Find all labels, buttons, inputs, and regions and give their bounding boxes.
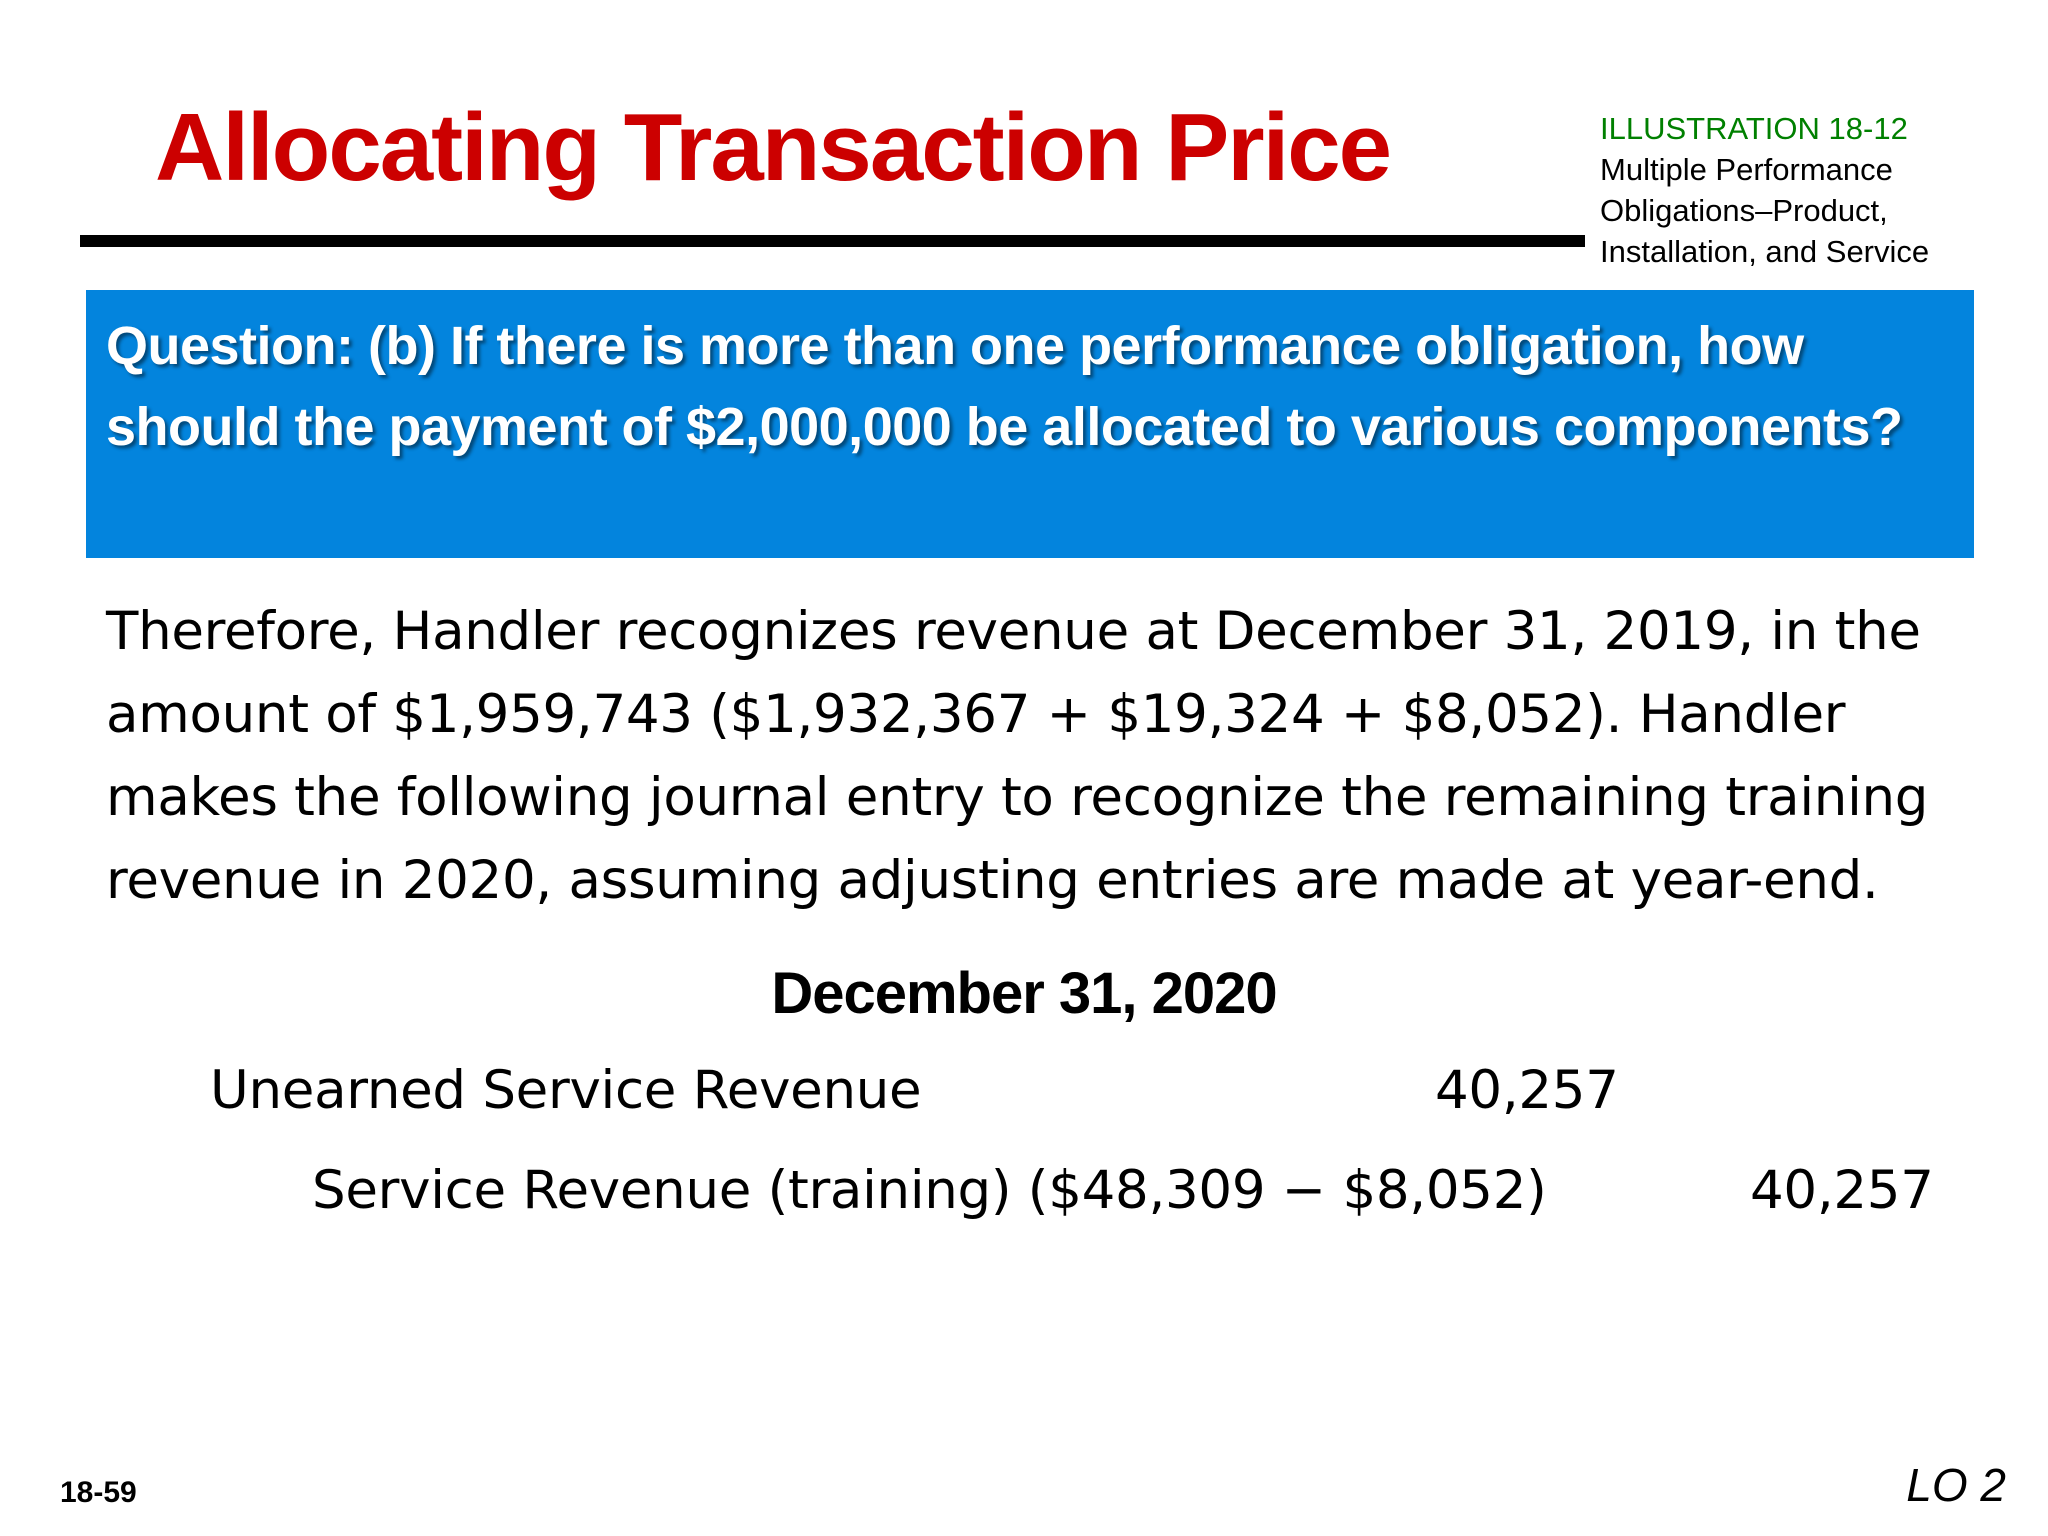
journal-credit-amount: 40,257 (1750, 1160, 1934, 1221)
illustration-caption-line: Installation, and Service (1600, 234, 1930, 269)
journal-debit-amount: 40,257 (1435, 1060, 1619, 1121)
illustration-caption-line: Multiple Performance (1600, 152, 1893, 187)
learning-objective: LO 2 (1906, 1459, 2006, 1511)
body-paragraph: Therefore, Handler recognizes revenue at… (106, 601, 1929, 911)
question-box: Question: (b) If there is more than one … (86, 290, 1974, 558)
illustration-reference: ILLUSTRATION 18-12 Multiple Performance … (1600, 108, 1929, 272)
journal-debit-account: Unearned Service Revenue (210, 1060, 922, 1121)
question-text: Question: (b) If there is more than one … (106, 316, 1903, 457)
journal-entry-date: December 31, 2020 (771, 961, 1277, 1026)
slide-title: Allocating Transaction Price (155, 94, 1392, 201)
journal-credit-account: Service Revenue (training) ($48,309 − $8… (312, 1160, 1547, 1221)
illustration-caption-line: Obligations–Product, (1600, 193, 1888, 228)
title-divider (80, 235, 1585, 247)
illustration-label: ILLUSTRATION 18-12 (1600, 111, 1908, 146)
slide-number: 18-59 (60, 1476, 137, 1509)
